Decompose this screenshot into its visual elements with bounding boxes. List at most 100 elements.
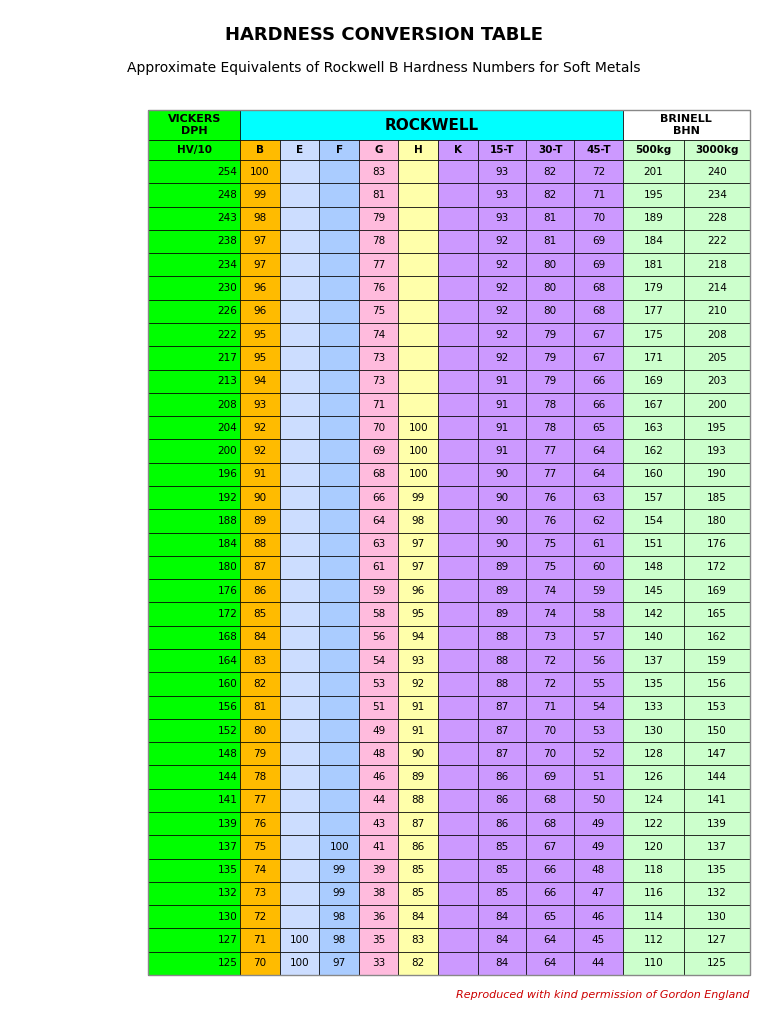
Text: 201: 201 <box>644 167 664 177</box>
Bar <box>684 580 750 602</box>
Bar <box>280 276 319 300</box>
Text: 254: 254 <box>217 167 237 177</box>
Text: 192: 192 <box>217 493 237 503</box>
Text: 51: 51 <box>592 772 605 782</box>
Text: 92: 92 <box>495 260 508 269</box>
Text: 118: 118 <box>644 865 664 876</box>
Text: 66: 66 <box>592 376 605 386</box>
Text: 64: 64 <box>544 958 557 969</box>
Text: 77: 77 <box>372 260 386 269</box>
Text: 85: 85 <box>495 889 508 898</box>
Bar <box>478 788 526 812</box>
Text: 88: 88 <box>412 796 425 805</box>
Text: 144: 144 <box>707 772 727 782</box>
Text: 75: 75 <box>372 306 386 316</box>
Text: 167: 167 <box>644 399 664 410</box>
Bar <box>574 602 623 626</box>
Text: 160: 160 <box>644 469 664 479</box>
Bar <box>684 253 750 276</box>
Text: 45: 45 <box>592 935 605 945</box>
Bar <box>623 836 684 858</box>
Text: 172: 172 <box>707 562 727 572</box>
Bar <box>399 882 438 905</box>
Text: 72: 72 <box>544 679 557 689</box>
Bar <box>399 346 438 370</box>
Bar <box>359 929 399 951</box>
Bar <box>623 532 684 556</box>
Bar <box>359 626 399 649</box>
Text: 181: 181 <box>644 260 664 269</box>
Text: 74: 74 <box>253 865 266 876</box>
Bar <box>399 695 438 719</box>
Text: 58: 58 <box>372 609 386 620</box>
Bar <box>240 393 280 416</box>
Text: 76: 76 <box>544 493 557 503</box>
Bar <box>684 393 750 416</box>
Bar <box>359 532 399 556</box>
Bar <box>438 370 478 393</box>
Bar <box>526 532 574 556</box>
Text: 240: 240 <box>707 167 727 177</box>
Text: 214: 214 <box>707 283 727 293</box>
Text: 56: 56 <box>372 633 386 642</box>
Bar <box>148 742 240 765</box>
Bar <box>240 416 280 439</box>
Text: 63: 63 <box>372 540 386 549</box>
Bar <box>623 110 750 140</box>
Bar <box>574 649 623 673</box>
Bar <box>574 765 623 788</box>
Bar <box>148 253 240 276</box>
Text: 57: 57 <box>592 633 605 642</box>
Bar <box>399 719 438 742</box>
Bar <box>280 253 319 276</box>
Bar <box>240 207 280 229</box>
Text: 91: 91 <box>495 423 508 433</box>
Text: 133: 133 <box>644 702 664 713</box>
Bar <box>319 788 359 812</box>
Bar <box>438 416 478 439</box>
Bar <box>623 323 684 346</box>
Bar <box>684 929 750 951</box>
Bar <box>280 463 319 486</box>
Bar <box>684 532 750 556</box>
Text: 74: 74 <box>544 586 557 596</box>
Text: 66: 66 <box>544 865 557 876</box>
Bar <box>240 951 280 975</box>
Bar <box>438 626 478 649</box>
Text: 95: 95 <box>412 609 425 620</box>
Text: 68: 68 <box>544 818 557 828</box>
Text: HV/10: HV/10 <box>177 145 212 155</box>
Bar <box>319 858 359 882</box>
Text: 82: 82 <box>412 958 425 969</box>
Text: 76: 76 <box>253 818 266 828</box>
Bar <box>148 951 240 975</box>
Bar <box>399 788 438 812</box>
Text: 185: 185 <box>707 493 727 503</box>
Bar <box>438 719 478 742</box>
Text: 70: 70 <box>592 213 605 223</box>
Bar <box>623 509 684 532</box>
Bar <box>438 532 478 556</box>
Text: 137: 137 <box>707 842 727 852</box>
Bar <box>526 416 574 439</box>
Bar <box>623 602 684 626</box>
Bar <box>359 719 399 742</box>
Bar <box>359 229 399 253</box>
Text: 86: 86 <box>253 586 266 596</box>
Text: 97: 97 <box>253 237 266 247</box>
Text: 93: 93 <box>253 399 266 410</box>
Text: 67: 67 <box>592 353 605 362</box>
Text: 78: 78 <box>372 237 386 247</box>
Bar <box>478 673 526 695</box>
Bar <box>526 509 574 532</box>
Text: 175: 175 <box>644 330 664 340</box>
Text: 150: 150 <box>707 725 727 735</box>
Bar <box>623 951 684 975</box>
Text: F: F <box>336 145 343 155</box>
Bar <box>478 649 526 673</box>
Text: 135: 135 <box>707 865 727 876</box>
Bar <box>478 183 526 207</box>
Bar <box>359 346 399 370</box>
Bar <box>240 509 280 532</box>
Bar <box>319 812 359 836</box>
